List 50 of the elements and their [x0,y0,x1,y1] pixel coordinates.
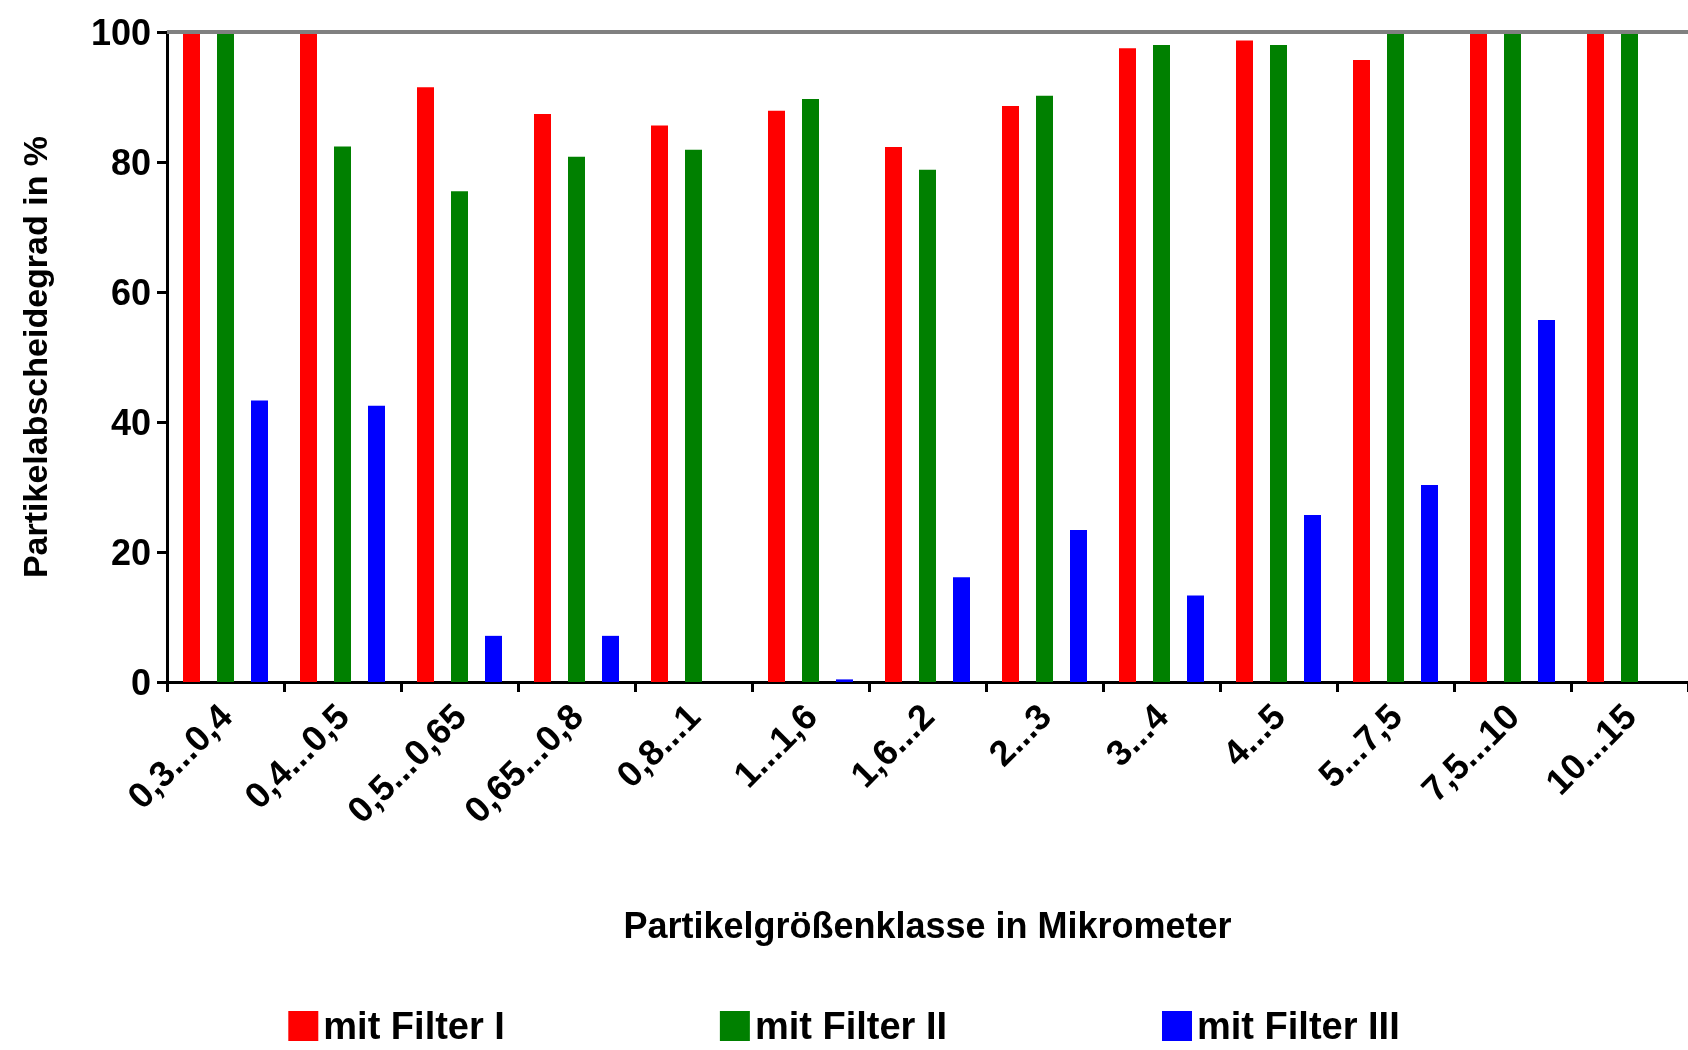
legend-label: mit Filter II [754,1005,948,1047]
y-tick-label: 40 [110,401,151,443]
x-axis-title: Partikelgrößenklasse in Mikrometer [623,904,1232,946]
bar [1119,48,1136,682]
bar [485,635,502,682]
bar [1187,595,1204,682]
bar [1036,95,1053,682]
bar [1587,32,1604,682]
bar [685,149,702,682]
bar [300,32,317,682]
bar [1236,40,1253,682]
bar [768,110,785,682]
bar [183,32,200,682]
bar [919,169,936,682]
y-tick-label: 0 [130,661,151,703]
y-tick-label: 100 [90,11,151,53]
x-tick-label: 3...4 [1097,695,1176,775]
y-tick-label: 80 [110,141,151,183]
bar [651,125,668,682]
bar [1470,32,1487,682]
bar [1353,59,1370,682]
y-axis-title: Partikelabscheidegrad in % [16,135,54,579]
legend-label: mit Filter I [323,1005,505,1047]
bar [1070,529,1087,682]
y-tick-label: 20 [110,531,151,573]
bar [534,113,551,682]
bar [802,98,819,682]
bar [1153,45,1170,682]
bar [334,146,351,682]
bar [836,679,853,682]
bar [1270,45,1287,682]
bar [1387,33,1404,682]
bar [1304,514,1321,682]
legend-label: mit Filter III [1197,1005,1400,1047]
bar [251,400,268,682]
bar [953,577,970,682]
bar [1002,106,1019,682]
x-tick-label: 4...5 [1214,695,1293,775]
y-tick-label: 60 [110,271,151,313]
bar [1621,32,1638,682]
bar [368,405,385,682]
bar [1421,485,1438,682]
bar [885,147,902,682]
bar [451,191,468,682]
bar [568,156,585,682]
bar [602,635,619,682]
bar [1538,319,1555,682]
bar [417,87,434,682]
bar [217,32,234,682]
bar [1504,32,1521,682]
